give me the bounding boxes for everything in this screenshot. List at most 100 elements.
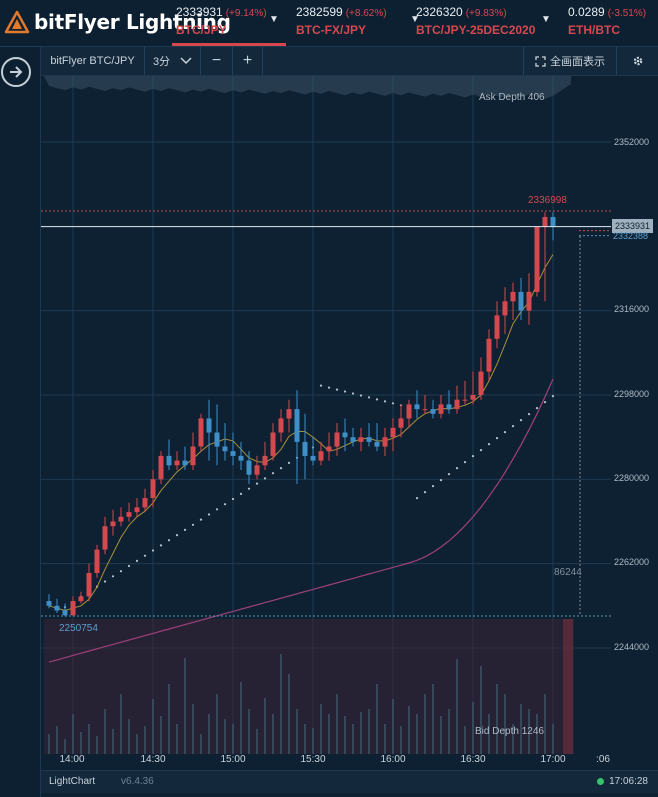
candle-body <box>542 217 548 227</box>
candle-body <box>342 432 348 438</box>
candle-body <box>550 217 556 227</box>
sar-dot <box>175 534 179 537</box>
candle-body <box>382 437 388 447</box>
depth-level-label: 86244 <box>554 567 582 578</box>
candle-body <box>158 455 164 480</box>
candle-body <box>310 455 316 461</box>
candle-body <box>414 404 420 410</box>
active-tab-indicator <box>172 43 286 46</box>
sar-dot <box>479 449 483 452</box>
candle-body <box>462 399 468 401</box>
logo-icon <box>4 10 30 34</box>
y-tick-label: 2244000 <box>614 642 650 652</box>
sar-dot <box>447 473 451 476</box>
ask-depth-label: Ask Depth 406 <box>479 92 545 103</box>
gear-icon <box>633 56 642 66</box>
candle-body <box>454 399 460 410</box>
candle-body <box>86 573 92 597</box>
market-price: 0.0289 <box>568 5 605 19</box>
candle-body <box>102 526 108 550</box>
candle-body <box>166 455 172 466</box>
sar-dot <box>431 485 435 488</box>
candle-body <box>390 427 396 438</box>
sar-dot <box>111 575 115 578</box>
sar-dot <box>487 443 491 446</box>
x-tick-label: 17:00 <box>540 754 566 765</box>
app-version: v6.4.36 <box>121 776 154 787</box>
candle-body <box>222 446 228 452</box>
candle-body <box>446 404 452 410</box>
chart-toolbar: bitFlyer BTC/JPY 3分 − + 全画面表示 <box>41 47 658 76</box>
candle-body <box>478 371 484 395</box>
sar-dot <box>319 384 323 387</box>
top-bar: bitFlyer Lightning 2333931 (+9.14%) BTC/J… <box>0 0 658 47</box>
market-tab-btc-jpy-futures[interactable]: 2326320 (+9.83%) BTC/JPY-25DEC2020 ▼ <box>416 0 551 46</box>
sar-dot <box>463 461 467 464</box>
settings-button[interactable] <box>617 47 658 75</box>
sar-dot <box>503 431 507 434</box>
zoom-in-button[interactable]: + <box>233 47 263 75</box>
high-price-label: 2336998 <box>528 195 567 206</box>
connection-status: 17:06:28 <box>597 776 648 787</box>
expand-panel-button[interactable] <box>1 57 31 87</box>
candle-body <box>70 601 76 616</box>
candle-body <box>286 409 292 419</box>
candle-body <box>254 465 260 475</box>
sar-dot <box>471 455 475 458</box>
sar-dot <box>103 580 107 583</box>
sar-dot <box>271 472 275 475</box>
candle-body <box>134 507 140 513</box>
fullscreen-button[interactable]: 全画面表示 <box>523 47 617 75</box>
zoom-out-button[interactable]: − <box>201 47 233 75</box>
chevron-down-icon[interactable]: ▼ <box>269 14 279 25</box>
sar-dot <box>223 503 227 506</box>
x-tick-label: 15:00 <box>220 754 246 765</box>
y-tick-label: 2298000 <box>614 389 650 399</box>
candle-body <box>214 432 220 447</box>
candle-body <box>422 409 428 411</box>
sar-dot <box>151 549 155 552</box>
y-tick-label: 2316000 <box>614 304 650 314</box>
sar-dot <box>215 508 219 511</box>
sar-dot <box>495 437 499 440</box>
interval-select[interactable]: 3分 <box>145 47 201 75</box>
sar-dot <box>263 477 267 480</box>
candle-body <box>190 446 196 466</box>
fullscreen-label: 全画面表示 <box>550 56 605 68</box>
low-price-label: 2250754 <box>59 623 98 634</box>
candle-body <box>534 226 540 292</box>
candle-body <box>230 451 236 456</box>
x-tick-label: :06 <box>596 754 610 765</box>
sar-dot <box>415 497 419 500</box>
candle-body <box>198 418 204 447</box>
market-price: 2326320 <box>416 5 463 19</box>
y-tick-label: 2280000 <box>614 473 650 483</box>
sar-dot <box>287 461 291 464</box>
price-chart[interactable]: Ask Depth 406 Bid Depth 1246 2336998 225… <box>41 76 611 754</box>
sar-dot <box>359 394 363 397</box>
sub-price-label: 2332388 <box>613 231 649 241</box>
chevron-down-icon[interactable]: ▼ <box>541 14 551 25</box>
market-tab-eth-btc[interactable]: 0.0289 (-3.51%) ETH/BTC <box>568 0 658 46</box>
sar-dot <box>239 492 243 495</box>
chevron-down-icon <box>180 57 192 65</box>
candle-body <box>438 404 444 414</box>
ask-depth-fill <box>44 76 571 99</box>
sar-dot <box>511 425 515 428</box>
sar-dot <box>551 395 555 398</box>
sar-dot <box>351 392 355 395</box>
candle-body <box>262 455 268 466</box>
sar-dot <box>527 413 531 416</box>
market-change: (+9.83%) <box>465 8 507 19</box>
candle-body <box>398 418 404 428</box>
market-change: (+8.62%) <box>345 8 387 19</box>
market-tab-btc-jpy[interactable]: 2333931 (+9.14%) BTC/JPY ▼ <box>172 0 286 46</box>
candle-body <box>302 441 308 456</box>
sar-dot <box>191 523 195 526</box>
candle-body <box>470 395 476 400</box>
market-tab-btc-fx-jpy[interactable]: 2382599 (+8.62%) BTC-FX/JPY ▼ <box>296 0 420 46</box>
y-tick-label: 2352000 <box>614 137 650 147</box>
candle-body <box>126 512 132 517</box>
chevron-down-icon[interactable]: ▼ <box>410 14 420 25</box>
logo[interactable]: bitFlyer Lightning <box>4 8 231 36</box>
